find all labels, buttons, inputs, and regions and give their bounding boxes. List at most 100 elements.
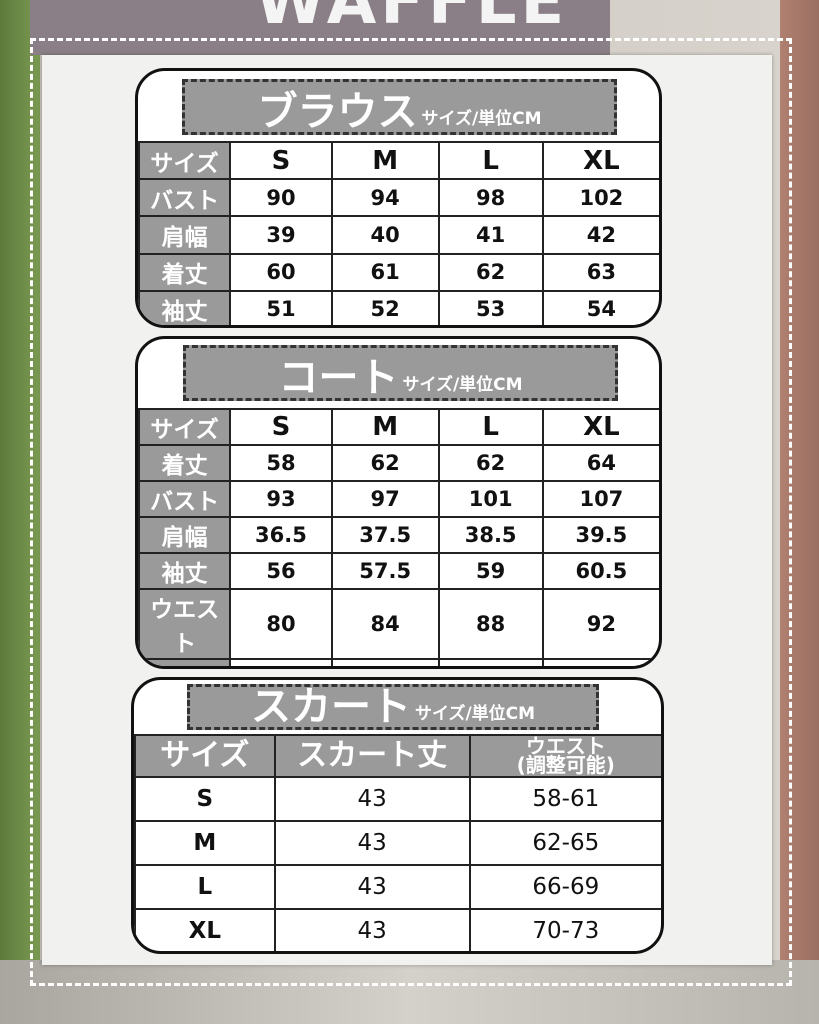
value-cell: 58 <box>229 444 333 482</box>
value-cell: 26 <box>437 658 544 666</box>
background-sign: WAFFLE <box>30 0 610 55</box>
value-cell: 66-69 <box>468 864 661 910</box>
value-cell: 84 <box>330 588 440 660</box>
header-row: サイズ S M L XL <box>138 408 659 446</box>
table-row: 肩幅 36.5 37.5 38.5 39.5 <box>138 516 659 554</box>
value-cell: 70-73 <box>468 908 661 951</box>
label-cell: 肩幅 <box>138 215 232 255</box>
value-cell: 62 <box>437 252 544 292</box>
label-cell: サイズ <box>138 408 232 446</box>
table-row: 着丈 58 62 62 64 <box>138 444 659 482</box>
size-header-cell: M <box>330 408 440 446</box>
value-cell: 54 <box>541 289 659 325</box>
label-cell: 肩幅 <box>138 516 232 554</box>
value-cell: 52 <box>330 289 440 325</box>
value-cell: 107 <box>541 480 659 518</box>
size-cell: XL <box>134 908 276 951</box>
value-cell: 80 <box>229 588 333 660</box>
value-cell: 41 <box>437 215 544 255</box>
label-cell: サイズ <box>138 140 232 181</box>
table-row: バスト 93 97 101 107 <box>138 480 659 518</box>
table-row: ウエスト 80 84 88 92 <box>138 588 659 660</box>
table-row: XL 43 70-73 <box>134 908 661 951</box>
table-row: L 43 66-69 <box>134 864 661 910</box>
value-cell: 102 <box>541 178 659 218</box>
value-cell: 97 <box>330 480 440 518</box>
size-header-cell: S <box>229 140 333 181</box>
value-cell: 58-61 <box>468 776 661 822</box>
label-cell: バスト <box>138 480 232 518</box>
value-cell: 43 <box>273 820 471 866</box>
value-cell: 56 <box>229 552 333 590</box>
background-sign-text: WAFFLE <box>255 0 569 39</box>
table-row: 袖口24252627 <box>138 658 659 666</box>
label-cell: 袖丈 <box>138 289 232 325</box>
table-row: S 43 58-61 <box>134 776 661 822</box>
table-row: 着丈 60 61 62 63 <box>138 252 659 292</box>
label-cell: 着丈 <box>138 444 232 482</box>
coat-subtitle: サイズ/単位CM <box>402 375 523 395</box>
size-header-cell: XL <box>541 408 659 446</box>
value-cell: 60.5 <box>541 552 659 590</box>
value-cell: 39.5 <box>541 516 659 554</box>
value-cell: 53 <box>437 289 544 325</box>
size-cell: L <box>134 864 276 910</box>
value-cell: 43 <box>273 908 471 951</box>
skirt-size-table: サイズ スカート丈 ウエスト (調整可能) S 43 58-61 M 43 62-65 L 43 66… <box>134 734 661 951</box>
size-header-cell: XL <box>541 140 659 181</box>
value-cell: 59 <box>437 552 544 590</box>
blouse-subtitle: サイズ/単位CM <box>421 109 542 129</box>
value-cell: 92 <box>541 588 659 660</box>
header-row: サイズ スカート丈 ウエスト (調整可能) <box>134 734 661 778</box>
dashed-frame <box>30 38 792 986</box>
value-cell: 88 <box>437 588 544 660</box>
skirt-section: スカート サイズ/単位CM サイズ スカート丈 ウエスト (調整可能) S 43 58-6… <box>131 677 664 954</box>
size-header-cell: M <box>330 140 440 181</box>
value-cell: 42 <box>541 215 659 255</box>
coat-size-table: サイズ S M L XL 着丈 58 62 62 64 バスト 93 97 101 107 肩幅 36.5 37.… <box>138 408 659 666</box>
label-cell: スカート丈 <box>273 734 471 778</box>
table-row: M 43 62-65 <box>134 820 661 866</box>
blouse-size-table: サイズ S M L XL バスト 90 94 98 102 肩幅 39 40 41 42 着丈 60 61 62 63… <box>138 140 659 325</box>
blouse-title-banner: ブラウス サイズ/単位CM <box>182 79 617 135</box>
coat-section: コート サイズ/単位CM サイズ S M L XL 着丈 58 62 62 64 バスト 93 97 10… <box>135 336 662 669</box>
label-cell: サイズ <box>134 734 276 778</box>
value-cell: 25 <box>330 658 440 666</box>
label-cell: ウエスト <box>138 588 232 660</box>
label-cell: バスト <box>138 178 232 218</box>
size-cell: S <box>134 776 276 822</box>
label-cell: 着丈 <box>138 252 232 292</box>
table-row: 袖丈 56 57.5 59 60.5 <box>138 552 659 590</box>
value-cell: 43 <box>273 864 471 910</box>
label-cell: 袖丈 <box>138 552 232 590</box>
value-cell: 37.5 <box>330 516 440 554</box>
size-cell: M <box>134 820 276 866</box>
size-header-cell: S <box>229 408 333 446</box>
value-cell: 90 <box>229 178 333 218</box>
value-cell: 61 <box>330 252 440 292</box>
blouse-title: ブラウス <box>257 89 418 135</box>
value-cell: 63 <box>541 252 659 292</box>
background-pavement <box>0 960 819 1024</box>
value-cell: 62 <box>330 444 440 482</box>
value-cell: 62 <box>437 444 544 482</box>
label-cell: ウエスト (調整可能) <box>468 734 661 778</box>
coat-title: コート <box>278 355 399 401</box>
value-cell: 98 <box>437 178 544 218</box>
skirt-title-banner: スカート サイズ/単位CM <box>187 684 599 730</box>
value-cell: 24 <box>229 658 333 666</box>
value-cell: 93 <box>229 480 333 518</box>
value-cell: 27 <box>541 658 659 666</box>
value-cell: 57.5 <box>330 552 440 590</box>
header-row: サイズ S M L XL <box>138 140 659 181</box>
size-header-cell: L <box>437 140 544 181</box>
value-cell: 43 <box>273 776 471 822</box>
value-cell: 38.5 <box>437 516 544 554</box>
skirt-subtitle: サイズ/単位CM <box>414 704 536 724</box>
blouse-section: ブラウス サイズ/単位CM サイズ S M L XL バスト 90 94 98 102 肩幅 39 40… <box>135 68 662 328</box>
coat-title-banner: コート サイズ/単位CM <box>183 345 618 401</box>
skirt-title: スカート <box>250 684 411 730</box>
value-cell: 60 <box>229 252 333 292</box>
value-cell: 64 <box>541 444 659 482</box>
value-cell: 40 <box>330 215 440 255</box>
